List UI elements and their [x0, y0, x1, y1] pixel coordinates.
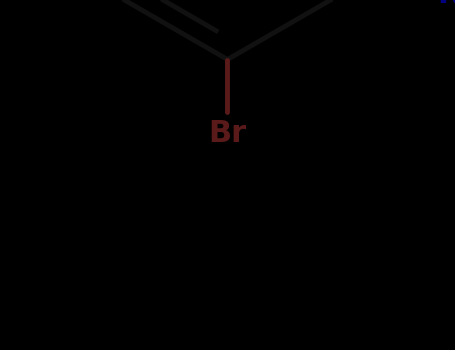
- Text: HO: HO: [0, 0, 17, 6]
- Text: Br: Br: [208, 119, 247, 148]
- Text: NH₂: NH₂: [438, 0, 455, 9]
